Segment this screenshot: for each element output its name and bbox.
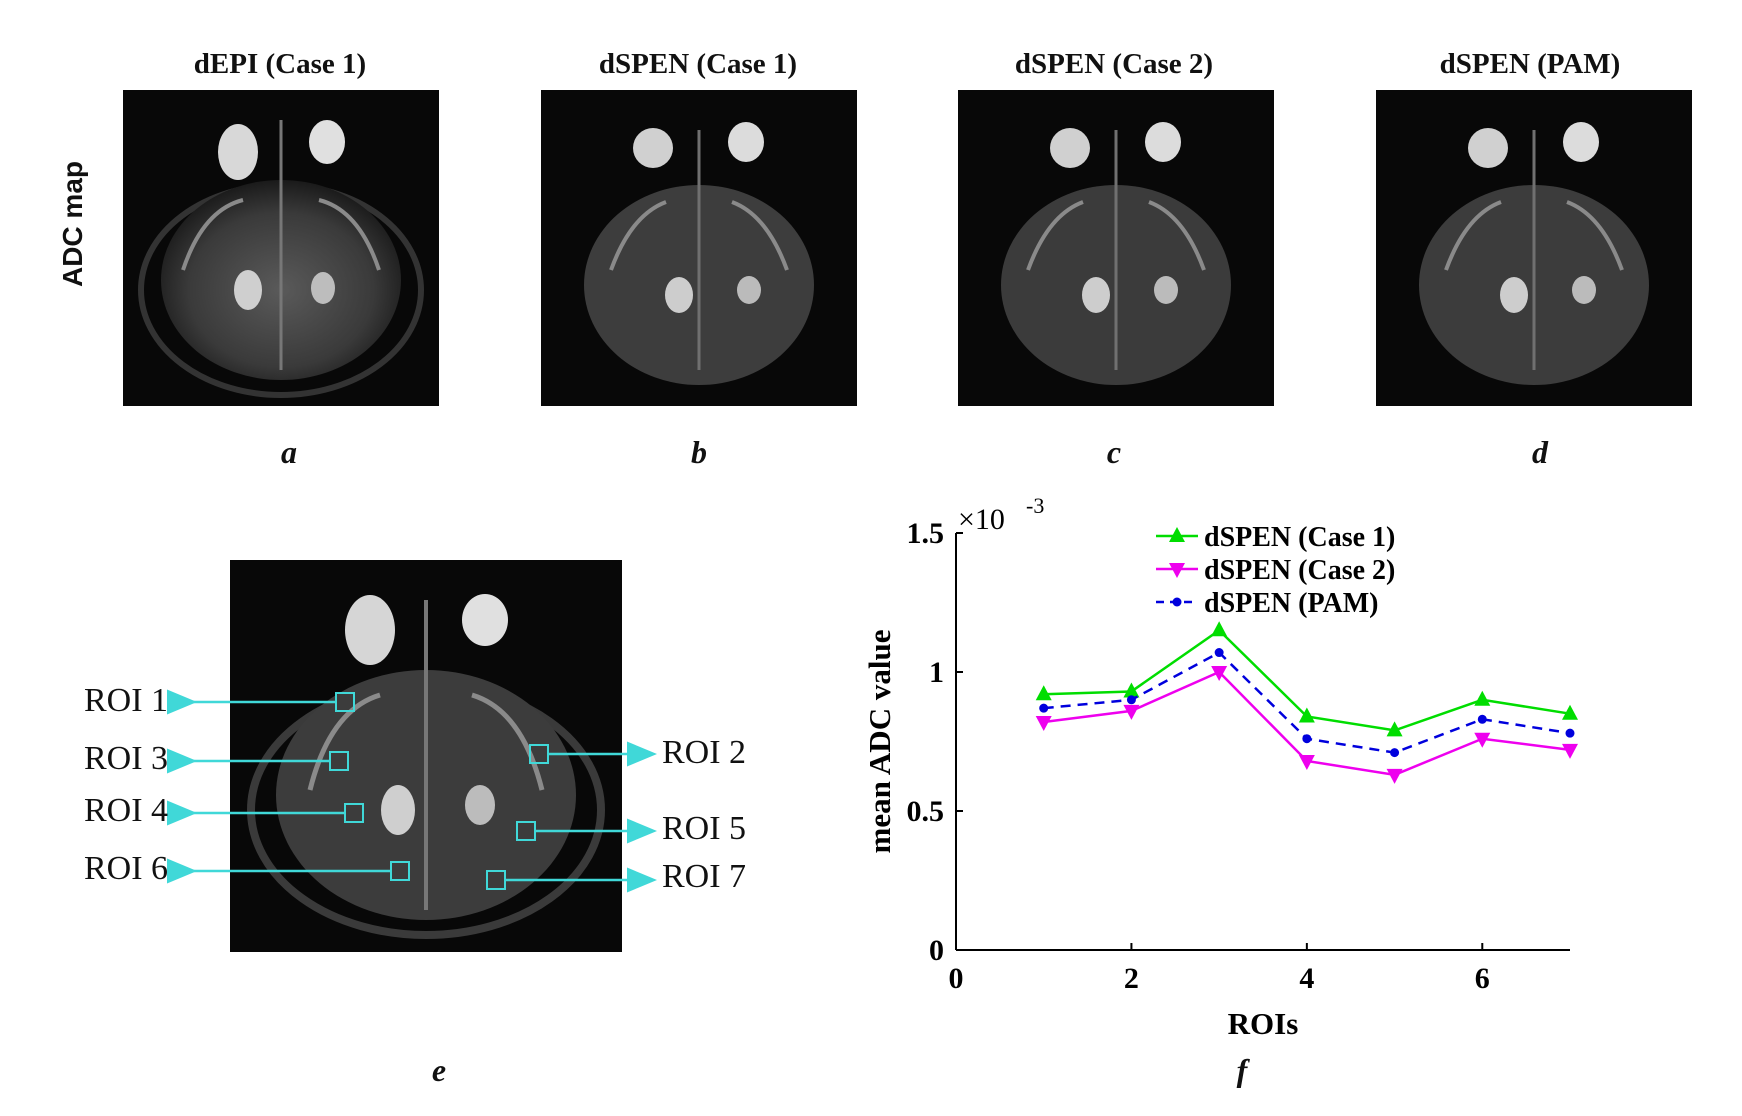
mri-image-c — [958, 90, 1274, 406]
data-point — [1039, 703, 1049, 713]
roi-box-7 — [486, 870, 506, 890]
data-point — [1211, 621, 1228, 637]
data-point — [1474, 690, 1491, 706]
data-point — [1302, 734, 1312, 744]
data-point — [1474, 732, 1491, 748]
data-point — [1565, 728, 1575, 738]
panel-title-a: dEPI (Case 1) — [193, 48, 367, 80]
x-tick-label: 0 — [949, 962, 964, 995]
data-point — [1214, 648, 1224, 658]
data-point — [1035, 685, 1052, 701]
data-point — [1562, 743, 1578, 759]
data-point — [1562, 704, 1578, 720]
brain-slice-graphic — [1001, 122, 1231, 385]
y-tick-label: 0 — [929, 934, 944, 967]
roi-label-2: ROI 2 — [662, 734, 747, 771]
adc-line-chart: 0 2 4 6 0 0.5 1 1.5 ×10 -3 ROIs mean ADC value dSPEN… — [862, 493, 1578, 1041]
brain-slice-graphic — [138, 120, 424, 398]
brain-slice-graphic — [584, 122, 814, 385]
legend-label: dSPEN (Case 2) — [1204, 555, 1395, 586]
y-axis-label: mean ADC value — [862, 630, 897, 854]
mri-image-e — [230, 560, 622, 952]
x-axis-label: ROIs — [1228, 1006, 1299, 1041]
y-tick-label: 1.5 — [907, 517, 945, 550]
roi-box-4 — [344, 803, 364, 823]
data-point — [1211, 666, 1228, 681]
data-point — [1298, 754, 1315, 770]
roi-box-6 — [390, 861, 410, 881]
x-tick-label: 6 — [1475, 962, 1490, 995]
x-tick-label: 2 — [1124, 962, 1139, 995]
x-tick-label: 4 — [1299, 962, 1314, 995]
data-point — [1386, 768, 1403, 784]
legend-swatch-marker — [1172, 597, 1182, 607]
panel-title-c: dSPEN (Case 2) — [1014, 48, 1214, 80]
brain-slice-graphic — [247, 594, 605, 939]
roi-box-2 — [529, 744, 549, 764]
brain-slice-graphic — [1419, 122, 1649, 385]
panel-label-a: a — [281, 434, 297, 470]
roi-box-5 — [516, 821, 536, 841]
panel-label-b: b — [691, 434, 707, 470]
data-point — [1035, 716, 1052, 732]
mri-image-b — [541, 90, 857, 406]
mri-image-a — [123, 90, 439, 406]
data-point — [1123, 682, 1140, 698]
legend-swatch-marker — [1169, 527, 1185, 542]
roi-label-7: ROI 7 — [662, 858, 747, 895]
data-point — [1477, 714, 1487, 724]
data-point — [1386, 721, 1403, 737]
legend-label: dSPEN (PAM) — [1204, 588, 1378, 619]
axis-exponent-label: ×10 — [958, 503, 1005, 536]
roi-label-6: ROI 6 — [84, 850, 169, 887]
y-tick-label: 0.5 — [907, 795, 945, 828]
axis-exponent-power: -3 — [1026, 493, 1044, 518]
y-tick-label: 1 — [929, 656, 944, 689]
mri-image-d — [1376, 90, 1692, 406]
panel-label-f: f — [1236, 1052, 1248, 1088]
roi-box-3 — [329, 751, 349, 771]
roi-label-4: ROI 4 — [84, 792, 169, 829]
panel-label-c: c — [1106, 434, 1122, 470]
legend-label: dSPEN (Case 1) — [1204, 522, 1395, 553]
data-point — [1298, 707, 1315, 723]
data-point — [1123, 704, 1140, 720]
legend-swatch-marker — [1169, 563, 1185, 578]
panel-label-e: e — [431, 1052, 447, 1088]
data-point — [1126, 695, 1136, 705]
data-point — [1390, 748, 1400, 758]
roi-label-1: ROI 1 — [84, 682, 169, 719]
panel-title-b: dSPEN (Case 1) — [598, 48, 798, 80]
panel-title-d: dSPEN (PAM) — [1439, 48, 1621, 80]
panel-label-d: d — [1532, 434, 1548, 470]
roi-box-1 — [335, 692, 355, 712]
roi-label-3: ROI 3 — [84, 740, 169, 777]
roi-label-5: ROI 5 — [662, 810, 747, 847]
